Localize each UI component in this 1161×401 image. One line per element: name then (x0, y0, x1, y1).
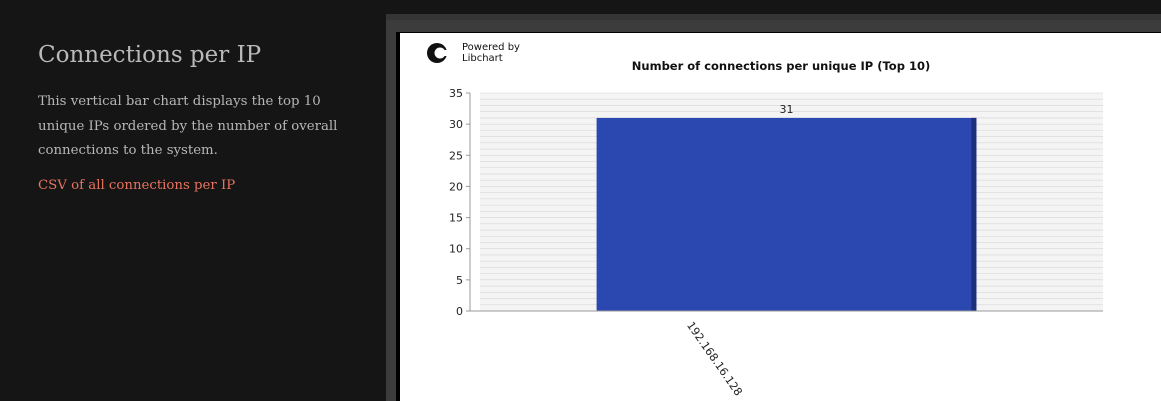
panel-top-border (386, 14, 1161, 20)
bar-value-label: 31 (780, 103, 794, 116)
y-axis: 0 5 10 15 20 25 30 35 (449, 87, 471, 318)
bars: 31 (596, 103, 977, 312)
y-tick-label: 30 (449, 118, 463, 131)
libchart-logo-icon-gap (441, 50, 451, 56)
bar-chart: Powered by Libchart Number of connection… (427, 42, 1103, 398)
bar (596, 117, 977, 312)
bar-shadow (971, 117, 977, 312)
chart-title: Number of connections per unique IP (Top… (632, 59, 930, 73)
y-tick-label: 20 (449, 180, 463, 193)
x-tick-label: 192.168.16.128 (684, 319, 745, 398)
page-title: Connections per IP (38, 42, 262, 68)
x-axis: 192.168.16.128 (470, 310, 1103, 398)
chart-description: This vertical bar chart displays the top… (38, 94, 338, 158)
logo-line2: Libchart (462, 53, 503, 64)
chart-image: Powered by Libchart Number of connection… (396, 32, 1161, 401)
y-tick-label: 35 (449, 87, 463, 100)
y-tick-label: 0 (456, 305, 463, 318)
y-tick-label: 5 (456, 274, 463, 287)
csv-download-link[interactable]: CSV of all connections per IP (38, 178, 236, 193)
y-tick-label: 25 (449, 149, 463, 162)
info-sidebar: Connections per IP This vertical bar cha… (0, 0, 386, 401)
y-tick-label: 15 (449, 212, 463, 225)
y-tick-label: 10 (449, 243, 463, 256)
libchart-logo: Powered by Libchart (427, 42, 520, 64)
logo-line1: Powered by (462, 42, 520, 53)
